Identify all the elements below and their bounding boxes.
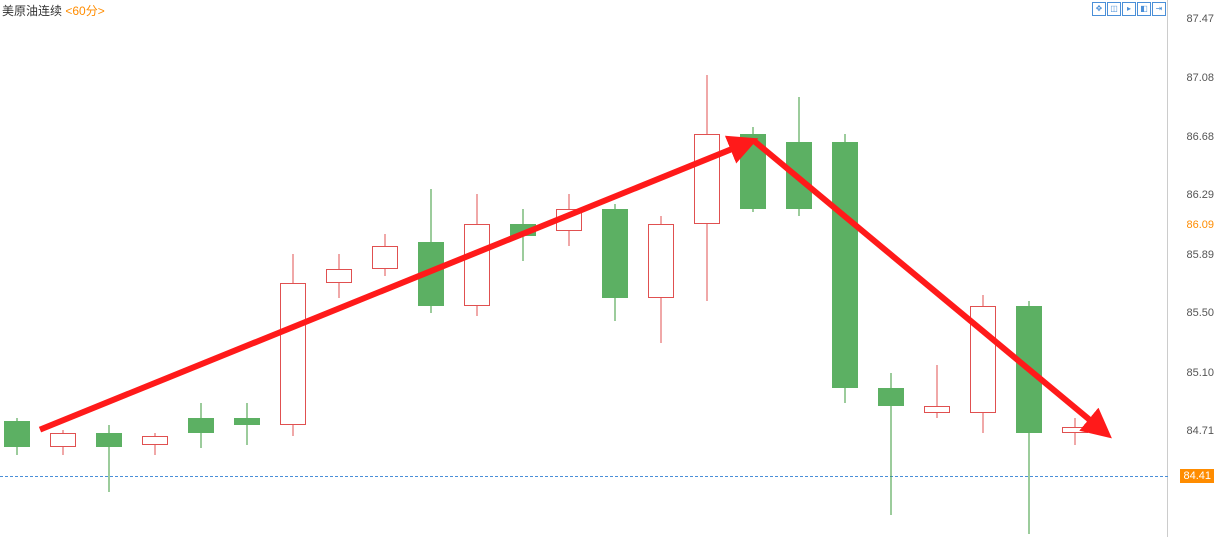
chart-plot-area[interactable] — [0, 0, 1168, 537]
candle-body — [694, 134, 720, 224]
y-tick: 86.29 — [1186, 189, 1214, 201]
candle[interactable] — [418, 0, 444, 537]
candle-body — [372, 246, 398, 268]
expand-icon[interactable]: ✥ — [1092, 2, 1106, 16]
candle[interactable] — [1016, 0, 1042, 537]
candle-body — [878, 388, 904, 406]
y-tick: 87.08 — [1186, 72, 1214, 84]
candle[interactable] — [234, 0, 260, 537]
candle[interactable] — [188, 0, 214, 537]
candle-body — [234, 418, 260, 425]
candle-body — [418, 242, 444, 306]
candle-body — [970, 306, 996, 413]
candle-body — [740, 134, 766, 209]
candle[interactable] — [878, 0, 904, 537]
y-tick: 85.50 — [1186, 307, 1214, 319]
candle[interactable] — [464, 0, 490, 537]
candle-body — [326, 269, 352, 284]
candle-body — [188, 418, 214, 433]
candle-body — [1016, 306, 1042, 433]
candle[interactable] — [832, 0, 858, 537]
chart-toolbar: ✥ ◫ ▸ ◧ ⇥ — [1092, 2, 1166, 16]
candlestick-layer — [0, 0, 1168, 537]
candle[interactable] — [1062, 0, 1088, 537]
candle[interactable] — [602, 0, 628, 537]
candle-body — [602, 209, 628, 299]
y-tick: 86.68 — [1186, 131, 1214, 143]
settings-icon[interactable]: ⇥ — [1152, 2, 1166, 16]
y-tick: 84.41 — [1180, 469, 1214, 483]
candle[interactable] — [556, 0, 582, 537]
candle-body — [4, 421, 30, 448]
candle[interactable] — [4, 0, 30, 537]
candle[interactable] — [740, 0, 766, 537]
candle[interactable] — [326, 0, 352, 537]
timeframe-label: <60分> — [65, 4, 104, 18]
chart-icon[interactable]: ◧ — [1137, 2, 1151, 16]
candle[interactable] — [694, 0, 720, 537]
chart-title: 美原油连续 <60分> — [2, 2, 105, 19]
candle[interactable] — [280, 0, 306, 537]
candle[interactable] — [142, 0, 168, 537]
chart-container: 美原油连续 <60分> ✥ ◫ ▸ ◧ ⇥ 87.47 87.08 86.68 86.… — [0, 0, 1218, 537]
candle-body — [50, 433, 76, 448]
candle-body — [648, 224, 674, 299]
y-tick: 87.47 — [1186, 13, 1214, 25]
candle[interactable] — [50, 0, 76, 537]
play-icon[interactable]: ▸ — [1122, 2, 1136, 16]
candle[interactable] — [372, 0, 398, 537]
candle[interactable] — [786, 0, 812, 537]
candle[interactable] — [96, 0, 122, 537]
candle-body — [510, 224, 536, 236]
candle-body — [786, 142, 812, 209]
candle-body — [832, 142, 858, 388]
candle-body — [924, 406, 950, 413]
candle-body — [1062, 427, 1088, 433]
candle-body — [280, 283, 306, 425]
candle[interactable] — [510, 0, 536, 537]
y-tick: 85.10 — [1186, 367, 1214, 379]
candle[interactable] — [924, 0, 950, 537]
candle-body — [556, 209, 582, 231]
instrument-name: 美原油连续 — [2, 4, 62, 18]
candle-body — [96, 433, 122, 448]
y-tick: 85.89 — [1186, 249, 1214, 261]
zoom-in-icon[interactable]: ◫ — [1107, 2, 1121, 16]
y-tick: 84.71 — [1186, 425, 1214, 437]
price-axis: 87.47 87.08 86.68 86.29 86.09 85.89 85.50 85.10… — [1168, 0, 1218, 537]
candle[interactable] — [648, 0, 674, 537]
candle-body — [142, 436, 168, 445]
candle-body — [464, 224, 490, 306]
candle[interactable] — [970, 0, 996, 537]
y-tick: 86.09 — [1186, 219, 1214, 231]
